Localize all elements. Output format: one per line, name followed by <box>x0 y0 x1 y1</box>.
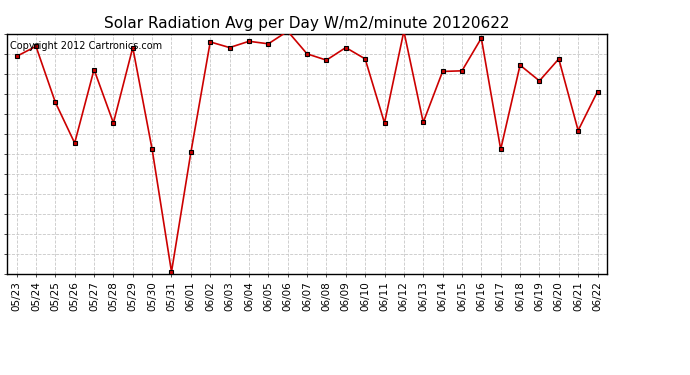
Title: Solar Radiation Avg per Day W/m2/minute 20120622: Solar Radiation Avg per Day W/m2/minute … <box>104 16 510 31</box>
Text: Copyright 2012 Cartronics.com: Copyright 2012 Cartronics.com <box>10 41 162 51</box>
